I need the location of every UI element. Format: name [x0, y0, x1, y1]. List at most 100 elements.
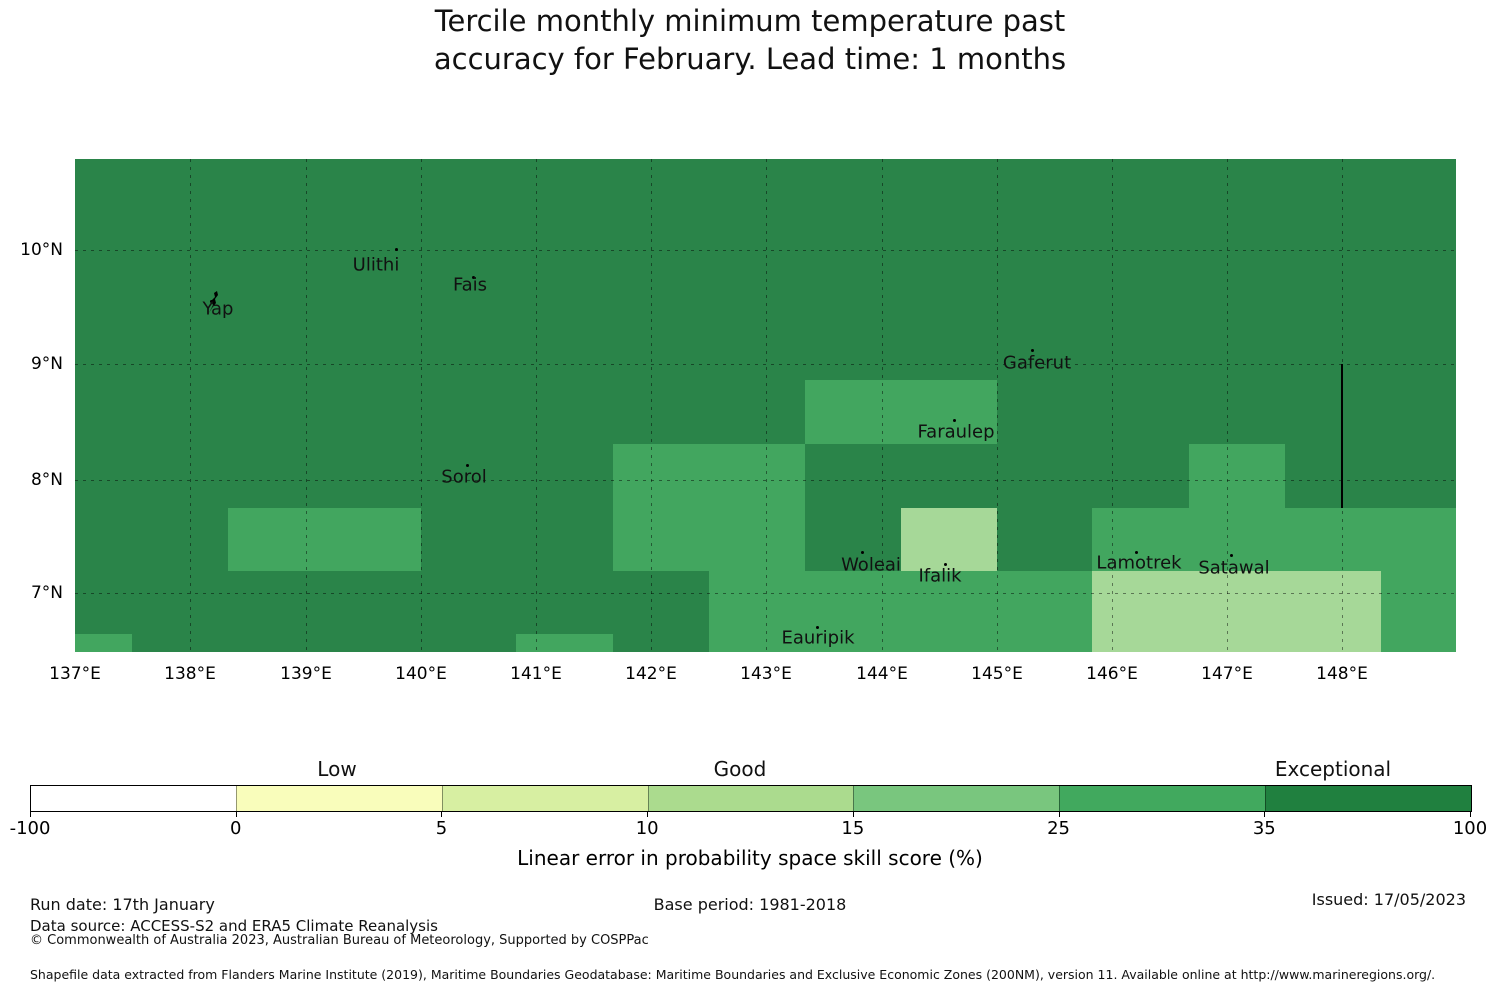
colorbar-segment-5-10: [441, 786, 648, 811]
longitude-gridline: [1227, 159, 1228, 652]
colorbar-segment-10-15: [647, 786, 854, 811]
longitude-gridline: [997, 159, 998, 652]
y-tick-label: 9°N: [30, 354, 63, 374]
chart-title: Tercile monthly minimum temperature past…: [0, 2, 1500, 78]
longitude-gridline: [651, 159, 652, 652]
base-period-text: Base period: 1981-2018: [653, 895, 847, 914]
colorbar-tick-label: -100: [9, 818, 51, 839]
longitude-gridline: [1112, 159, 1113, 652]
island-label-yap: Yap: [202, 298, 234, 320]
x-tick-label: 141°E: [510, 664, 562, 684]
latitude-gridline: [75, 480, 1456, 481]
island-label-eauripik: Eauripik: [781, 627, 855, 649]
run-date-text: Run date: 17th January: [30, 895, 215, 914]
skill-cell-25-35: [228, 508, 421, 571]
colorbar: [30, 785, 1472, 812]
colorbar-segment-0-5: [235, 786, 442, 811]
latitude-gridline: [75, 364, 1456, 365]
skill-cell-25-35: [1092, 508, 1456, 571]
island-label-woleai: Woleai: [841, 554, 901, 576]
colorbar-segment-15-25: [853, 786, 1060, 811]
shapefile-attribution-text: Shapefile data extracted from Flanders M…: [30, 967, 1436, 982]
x-tick-label: 147°E: [1201, 664, 1253, 684]
x-tick-label: 144°E: [856, 664, 908, 684]
issued-date-text: Issued: 17/05/2023: [1311, 890, 1466, 909]
island-marker-fais: [472, 276, 475, 279]
longitude-gridline: [1342, 159, 1343, 652]
x-tick-label: 146°E: [1086, 664, 1138, 684]
colorbar-tick-label: 15: [841, 818, 865, 839]
longitude-gridline: [536, 159, 537, 652]
colorbar-tick-label: 5: [435, 818, 448, 839]
island-marker-yap: [210, 300, 213, 303]
data-source-text: Data source: ACCESS-S2 and ERA5 Climate …: [30, 917, 438, 935]
x-tick-label: 142°E: [625, 664, 677, 684]
y-tick-label: 7°N: [30, 583, 63, 603]
longitude-gridline: [306, 159, 307, 652]
colorbar-tick: [647, 811, 649, 817]
x-tick-label: 138°E: [164, 664, 216, 684]
x-tick-label: 139°E: [280, 664, 332, 684]
colorbar-tick: [235, 811, 237, 817]
skill-cell-25-35: [1381, 571, 1456, 652]
island-label-satawal: Satawal: [1198, 557, 1270, 579]
colorbar-category-exceptional: Exceptional: [1274, 757, 1392, 781]
chart-title-line2: accuracy for February. Lead time: 1 mont…: [433, 42, 1067, 76]
colorbar-segment--100-0: [31, 786, 236, 811]
colorbar-tick: [1470, 811, 1471, 817]
skill-cell-25-35: [805, 380, 997, 444]
colorbar-tick: [441, 811, 443, 817]
longitude-gridline: [190, 159, 191, 652]
skill-cell-25-35: [1189, 444, 1285, 508]
latitude-gridline: [75, 593, 1456, 594]
x-tick-label: 143°E: [740, 664, 792, 684]
island-label-gaferut: Gaferut: [1002, 352, 1072, 374]
copyright-text: © Commonwealth of Australia 2023, Austra…: [30, 933, 649, 948]
x-tick-label: 140°E: [395, 664, 447, 684]
colorbar-tick-label: 35: [1252, 818, 1276, 839]
island-label-fais: Fais: [452, 274, 488, 296]
skill-cell-25-35: [516, 634, 613, 652]
skill-cell-10-15: [901, 508, 997, 571]
colorbar-tick-label: 10: [635, 818, 659, 839]
x-tick-label: 137°E: [49, 664, 101, 684]
island-marker-eauripik: [816, 626, 819, 629]
island-marker-ifalik: [944, 563, 947, 566]
skill-cell-10-15: [1092, 571, 1381, 652]
colorbar-tick-label: 25: [1047, 818, 1071, 839]
skill-cell-25-35: [613, 444, 805, 571]
colorbar-tick-label: 0: [229, 818, 242, 839]
map-plot-area: Yap Ulithi Fais Sorol Gaferut Faraulep Woleai I…: [75, 159, 1456, 652]
island-label-ulithi: Ulithi: [352, 254, 400, 276]
island-marker-faraulep: [953, 419, 956, 422]
island-marker-ulithi: [395, 248, 398, 251]
colorbar-segment-35-100: [1265, 786, 1472, 811]
island-marker-woleai: [861, 551, 864, 554]
y-tick-label: 10°N: [20, 240, 63, 260]
yap-island-shape: [209, 291, 218, 313]
y-tick-label: 8°N: [30, 470, 63, 490]
colorbar-tick: [1058, 811, 1060, 817]
colorbar-segment-25-35: [1059, 786, 1266, 811]
colorbar-tick-label: 100: [1452, 818, 1488, 839]
colorbar-tick: [30, 811, 31, 817]
latitude-gridline: [75, 250, 1456, 251]
skill-cell-25-35: [709, 571, 1092, 652]
island-label-ifalik: Ifalik: [918, 565, 962, 587]
skill-cell-25-35: [75, 634, 132, 652]
island-marker-sorol: [466, 464, 469, 467]
longitude-gridline: [882, 159, 883, 652]
island-marker-lamotrek: [1135, 551, 1138, 554]
longitude-gridline: [421, 159, 422, 652]
colorbar-category-good: Good: [713, 757, 767, 781]
island-label-sorol: Sorol: [441, 466, 487, 488]
island-label-lamotrek: Lamotrek: [1096, 552, 1182, 574]
chart-title-line1: Tercile monthly minimum temperature past: [434, 4, 1066, 38]
colorbar-tick: [1264, 811, 1266, 817]
island-marker-satawal: [1230, 554, 1233, 557]
x-tick-label: 148°E: [1316, 664, 1368, 684]
x-tick-label: 145°E: [971, 664, 1023, 684]
colorbar-axis-label: Linear error in probability space skill …: [517, 846, 983, 870]
longitude-gridline: [766, 159, 767, 652]
colorbar-tick: [852, 811, 854, 817]
